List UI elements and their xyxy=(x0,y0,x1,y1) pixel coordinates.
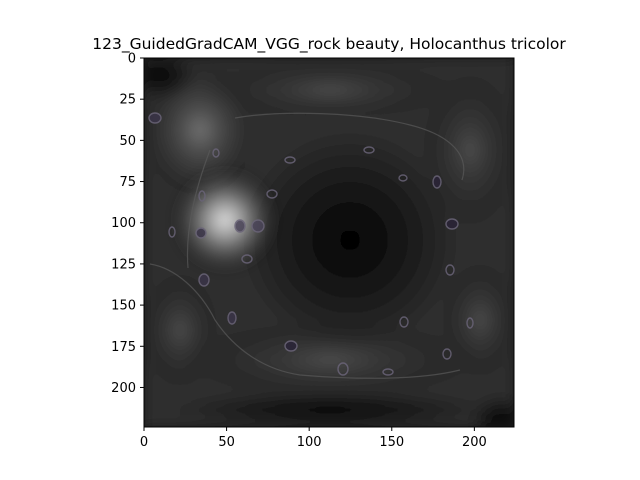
y-tick-label: 50 xyxy=(119,134,136,149)
y-axis: 0 25 50 75 100 125 150 175 200 xyxy=(111,52,144,396)
saliency-hotspot xyxy=(170,165,280,275)
y-tick-label: 125 xyxy=(111,257,136,272)
x-tick-label: 200 xyxy=(462,435,487,450)
saliency-image xyxy=(144,58,514,427)
x-tick-label: 50 xyxy=(218,435,235,450)
cell-nuclei xyxy=(148,112,474,376)
plot-frame xyxy=(143,57,515,428)
y-tick-label: 175 xyxy=(111,340,136,355)
y-tick-label: 0 xyxy=(128,52,136,67)
y-tick-label: 200 xyxy=(111,381,136,396)
y-tick-label: 75 xyxy=(119,175,136,190)
x-tick-label: 0 xyxy=(140,435,148,450)
y-tick-label: 100 xyxy=(111,216,136,231)
x-tick-label: 100 xyxy=(297,435,322,450)
tissue-outline xyxy=(149,112,465,379)
x-axis: 0 50 100 150 200 xyxy=(140,427,487,450)
x-tick-label: 150 xyxy=(379,435,404,450)
figure-title: 123_GuidedGradCAM_VGG_rock beauty, Holoc… xyxy=(92,35,566,54)
y-tick-label: 25 xyxy=(119,93,136,108)
saliency-haze xyxy=(144,58,514,427)
y-tick-label: 150 xyxy=(111,299,136,314)
